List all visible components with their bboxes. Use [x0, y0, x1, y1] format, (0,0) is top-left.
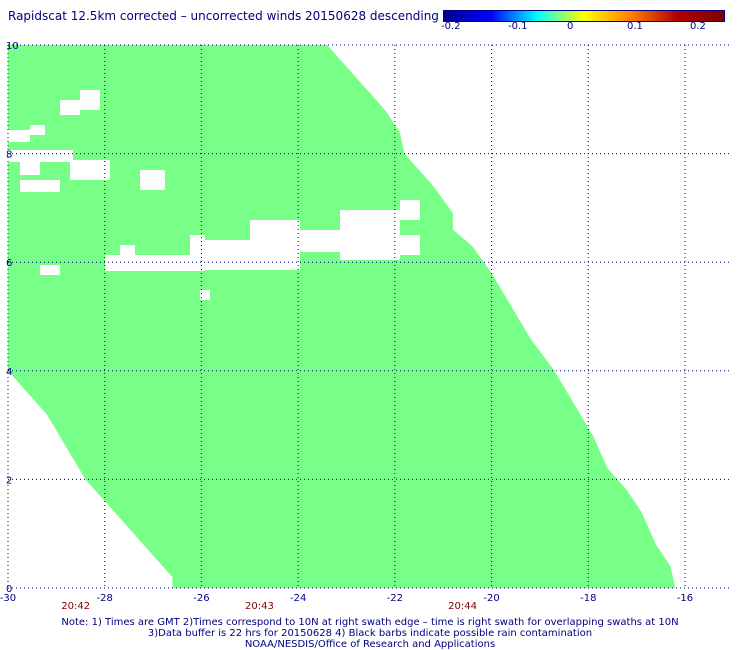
lat-tick-label: 0 [6, 584, 12, 595]
lon-tick-label: -22 [387, 593, 403, 604]
colorbar-label-min: -0.2 [441, 21, 461, 32]
note-line-3: NOAA/NESDIS/Office of Research and Appli… [244, 639, 496, 650]
lat-tick-label: 4 [6, 367, 12, 378]
color-scale-bar [443, 10, 725, 22]
pass-time-label: 20:44 [448, 601, 477, 612]
missing-data-patch [340, 210, 400, 260]
lon-tick-label: -20 [483, 593, 499, 604]
note-line-2: 3)Data buffer is 22 hrs for 20150628 4) … [147, 628, 593, 639]
swath-area [8, 45, 676, 588]
note-line-1: Note: 1) Times are GMT 2)Times correspon… [61, 617, 679, 628]
missing-data-patch [30, 125, 45, 135]
lon-tick-label: -24 [290, 593, 306, 604]
lon-tick-label: -16 [677, 593, 693, 604]
pass-time-label: 20:42 [61, 601, 90, 612]
missing-data-patch [80, 90, 100, 110]
missing-data-patch [60, 100, 80, 115]
missing-data-patch [20, 160, 40, 175]
missing-data-patches [8, 90, 420, 300]
lat-lon-grid [7, 44, 730, 589]
pass-time-label: 20:43 [245, 601, 274, 612]
map-title: Rapidscat 12.5km corrected – uncorrected… [8, 9, 439, 23]
colorbar-label-max: 0.2 [690, 21, 706, 32]
lon-tick-label: -18 [580, 593, 596, 604]
missing-data-patch [120, 245, 135, 260]
missing-data-patch [20, 180, 60, 192]
lat-tick-label: 2 [6, 475, 12, 486]
missing-data-patch [400, 200, 420, 220]
missing-data-patch [8, 130, 30, 142]
lon-tick-label: -28 [97, 593, 113, 604]
missing-data-patch [8, 150, 73, 162]
colorbar-label-neg: -0.1 [508, 21, 528, 32]
missing-data-patch [70, 160, 110, 180]
missing-data-patch [40, 265, 60, 275]
missing-data-patch [190, 235, 205, 260]
missing-data-patch [140, 170, 165, 190]
lat-tick-label: 6 [6, 258, 12, 269]
axis-tick-labels: -30 -28 -26 -24 -22 -20 -18 -16 0 2 4 6 8 10 20:42 20:4… [0, 41, 693, 612]
lon-tick-label: -26 [193, 593, 209, 604]
lat-tick-label: 10 [6, 41, 19, 52]
swath-fill [8, 45, 676, 588]
missing-data-patch [250, 220, 300, 245]
missing-data-patch [200, 290, 210, 300]
lon-tick-label: -30 [0, 593, 16, 604]
missing-data-patch [300, 230, 350, 252]
colorbar-label-pos: 0.1 [627, 21, 643, 32]
colorbar-label-zero: 0 [567, 21, 574, 32]
missing-data-patch [400, 235, 420, 255]
lat-tick-label: 8 [6, 150, 12, 161]
